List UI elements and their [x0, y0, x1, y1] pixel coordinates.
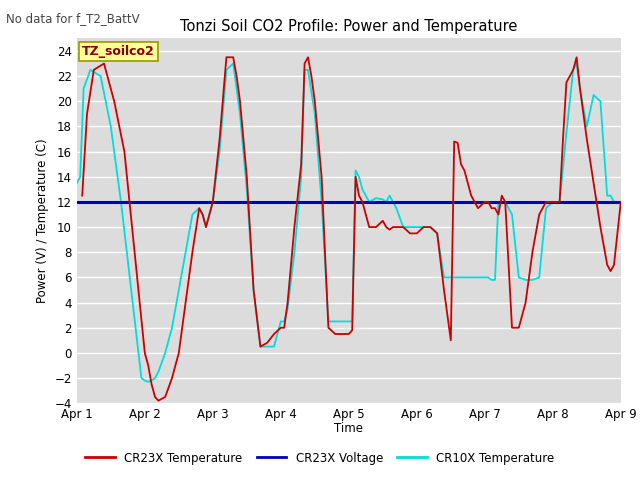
CR10X Temperature	[583, 123, 591, 129]
CR23X Temperature	[233, 73, 241, 79]
CR10X Temperature	[145, 379, 152, 384]
Title: Tonzi Soil CO2 Profile: Power and Temperature: Tonzi Soil CO2 Profile: Power and Temper…	[180, 20, 518, 35]
CR23X Temperature	[515, 325, 523, 331]
CR23X Temperature	[277, 325, 285, 331]
CR23X Temperature	[223, 54, 230, 60]
CR10X Temperature	[365, 199, 373, 205]
Line: CR23X Temperature: CR23X Temperature	[82, 57, 621, 401]
CR10X Temperature	[73, 180, 81, 186]
CR23X Temperature	[154, 398, 162, 404]
CR23X Temperature	[372, 224, 380, 230]
CR10X Temperature	[161, 350, 169, 356]
CR23X Voltage	[141, 199, 148, 205]
CR10X Temperature	[229, 60, 237, 66]
Line: CR10X Temperature: CR10X Temperature	[77, 63, 621, 382]
Text: No data for f_T2_BattV: No data for f_T2_BattV	[6, 12, 140, 25]
Y-axis label: Power (V) / Temperature (C): Power (V) / Temperature (C)	[36, 139, 49, 303]
CR10X Temperature	[382, 199, 390, 205]
CR23X Temperature	[617, 199, 625, 205]
CR23X Voltage	[73, 199, 81, 205]
CR23X Temperature	[78, 193, 86, 199]
CR23X Temperature	[250, 287, 257, 293]
CR10X Temperature	[332, 319, 339, 324]
CR10X Temperature	[250, 287, 257, 293]
CR23X Temperature	[386, 227, 394, 232]
Text: TZ_soilco2: TZ_soilco2	[82, 45, 155, 58]
Legend: CR23X Temperature, CR23X Voltage, CR10X Temperature: CR23X Temperature, CR23X Voltage, CR10X …	[81, 447, 559, 469]
CR10X Temperature	[617, 199, 625, 205]
X-axis label: Time: Time	[334, 422, 364, 435]
